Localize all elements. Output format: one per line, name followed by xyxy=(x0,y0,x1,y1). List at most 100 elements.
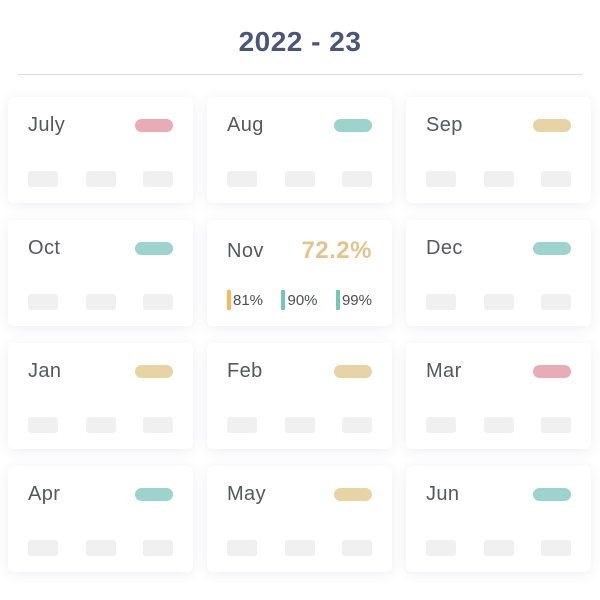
stat-bar-icon xyxy=(281,290,286,310)
placeholder-row xyxy=(227,171,372,187)
month-stats-row: 81% 90% 99% xyxy=(227,290,372,310)
placeholder-block xyxy=(28,417,58,433)
placeholder-row xyxy=(426,171,571,187)
month-card-mar[interactable]: Mar xyxy=(406,343,591,449)
placeholder-row xyxy=(426,294,571,310)
month-card-header: Apr xyxy=(28,483,173,506)
stat-item: 90% xyxy=(281,290,318,310)
placeholder-block xyxy=(28,171,58,187)
placeholder-row xyxy=(28,294,173,310)
placeholder-block xyxy=(85,417,116,433)
placeholder-block xyxy=(143,294,173,310)
month-card-header: May xyxy=(227,483,372,506)
placeholder-block xyxy=(426,171,456,187)
month-label: Sep xyxy=(426,114,463,136)
status-pill xyxy=(135,488,173,501)
stat-value: 90% xyxy=(287,291,318,309)
placeholder-block xyxy=(227,171,257,187)
placeholder-block xyxy=(85,294,116,310)
placeholder-row xyxy=(227,417,372,433)
month-card-nov[interactable]: Nov 72.2% 81% 90% 99% xyxy=(207,220,392,326)
month-label: Mar xyxy=(426,360,462,382)
placeholder-block xyxy=(284,417,315,433)
placeholder-block xyxy=(342,171,372,187)
placeholder-block xyxy=(143,540,173,556)
placeholder-block xyxy=(85,171,116,187)
page-header: 2022 - 23 xyxy=(0,0,600,75)
placeholder-row xyxy=(227,540,372,556)
placeholder-block xyxy=(541,540,571,556)
month-label: Aug xyxy=(227,114,264,136)
month-card-header: Dec xyxy=(426,237,571,260)
placeholder-block xyxy=(85,540,116,556)
month-card-header: Sep xyxy=(426,114,571,137)
placeholder-row xyxy=(426,417,571,433)
stat-bar-icon xyxy=(335,290,340,310)
placeholder-row xyxy=(426,540,571,556)
month-card-header: Nov 72.2% xyxy=(227,237,372,265)
placeholder-block xyxy=(483,417,514,433)
month-card-header: Oct xyxy=(28,237,173,260)
month-card-dec[interactable]: Dec xyxy=(406,220,591,326)
status-pill xyxy=(334,365,372,378)
month-card-header: July xyxy=(28,114,173,137)
status-pill xyxy=(533,242,571,255)
placeholder-block xyxy=(541,171,571,187)
month-card-header: Mar xyxy=(426,360,571,383)
month-card-header: Aug xyxy=(227,114,372,137)
month-highlight-value: 72.2% xyxy=(301,237,372,264)
placeholder-block xyxy=(483,171,514,187)
month-label: Jan xyxy=(28,360,62,382)
stat-value: 99% xyxy=(341,291,372,309)
placeholder-row xyxy=(28,171,173,187)
placeholder-row xyxy=(28,417,173,433)
month-card-jan[interactable]: Jan xyxy=(8,343,193,449)
placeholder-block xyxy=(541,294,571,310)
stat-bar-icon xyxy=(227,290,231,310)
placeholder-block xyxy=(227,417,257,433)
month-card-header: Feb xyxy=(227,360,372,383)
placeholder-block xyxy=(541,417,571,433)
status-pill xyxy=(334,119,372,132)
status-pill xyxy=(135,242,173,255)
month-card-feb[interactable]: Feb xyxy=(207,343,392,449)
month-label: Nov xyxy=(227,239,264,262)
placeholder-block xyxy=(483,294,514,310)
month-label: Oct xyxy=(28,237,61,259)
month-label: Jun xyxy=(426,483,460,505)
placeholder-block xyxy=(426,294,456,310)
placeholder-block xyxy=(342,417,372,433)
stat-value: 81% xyxy=(233,291,264,309)
month-card-aug[interactable]: Aug xyxy=(207,97,392,203)
status-pill xyxy=(334,488,372,501)
placeholder-block xyxy=(483,540,514,556)
month-label: Dec xyxy=(426,237,463,259)
status-pill xyxy=(135,365,173,378)
month-card-may[interactable]: May xyxy=(207,466,392,572)
header-divider xyxy=(18,74,582,75)
month-card-sep[interactable]: Sep xyxy=(406,97,591,203)
stat-item: 81% xyxy=(227,290,263,310)
months-grid: July Aug Sep Oct Nov 72.2% 81% 90% 99% Dec Jan Feb M… xyxy=(8,97,591,572)
placeholder-block xyxy=(227,540,257,556)
page-title: 2022 - 23 xyxy=(238,26,362,57)
month-card-apr[interactable]: Apr xyxy=(8,466,193,572)
month-card-july[interactable]: July xyxy=(8,97,193,203)
month-label: Apr xyxy=(28,483,61,505)
placeholder-row xyxy=(28,540,173,556)
month-card-jun[interactable]: Jun xyxy=(406,466,591,572)
placeholder-block xyxy=(143,171,173,187)
month-card-header: Jan xyxy=(28,360,173,383)
month-card-header: Jun xyxy=(426,483,571,506)
placeholder-block xyxy=(28,294,58,310)
status-pill xyxy=(135,119,173,132)
placeholder-block xyxy=(284,540,315,556)
placeholder-block xyxy=(28,540,58,556)
placeholder-block xyxy=(143,417,173,433)
month-label: Feb xyxy=(227,360,263,382)
month-card-oct[interactable]: Oct xyxy=(8,220,193,326)
placeholder-block xyxy=(342,540,372,556)
stat-item: 99% xyxy=(335,290,372,310)
placeholder-block xyxy=(426,417,456,433)
status-pill xyxy=(533,365,571,378)
